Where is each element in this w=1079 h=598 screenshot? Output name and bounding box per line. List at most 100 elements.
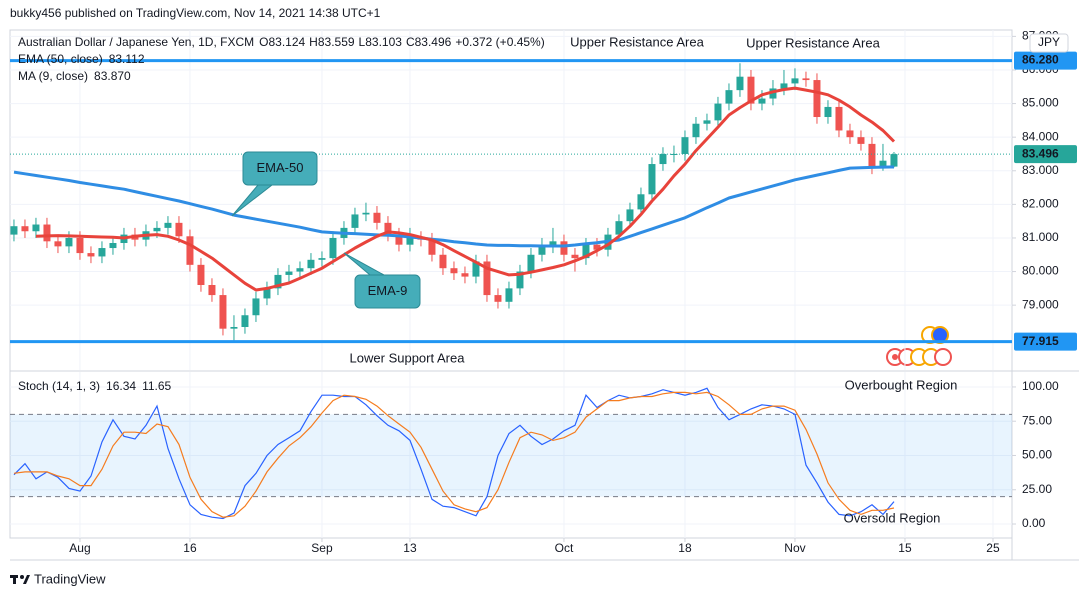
candle-body (879, 160, 887, 168)
candle-body (10, 226, 18, 235)
level-label: 86.280 (1022, 53, 1059, 67)
y-tick-label: 85.000 (1022, 96, 1059, 110)
candle-body (329, 237, 337, 259)
candle-body (505, 288, 513, 302)
y-tick-label: 83.000 (1022, 163, 1059, 177)
x-tick-label: Aug (69, 541, 90, 555)
y-tick-label: 84.000 (1022, 129, 1059, 143)
last-price-label: 83.496 (1022, 146, 1059, 160)
x-tick-label: Nov (784, 541, 805, 555)
candle-body (549, 241, 557, 247)
candle-body (384, 222, 392, 235)
callout-box (242, 151, 318, 186)
x-tick-label: 15 (898, 541, 912, 555)
candle-body (890, 154, 898, 167)
candle-body (527, 254, 535, 272)
candle-body (483, 261, 491, 296)
candle-body (219, 295, 227, 329)
candle-body (714, 103, 722, 121)
candle-body (230, 326, 238, 329)
logo-part (13, 575, 16, 584)
candle-body (538, 246, 546, 255)
callout-label: EMA-9 (368, 283, 408, 298)
candle-body (241, 315, 249, 327)
x-tick-label: 25 (986, 541, 1000, 555)
candle-body (32, 224, 40, 232)
candle-body (692, 123, 700, 138)
publisher: bukky456 published on TradingView.com, N… (10, 6, 381, 20)
legend-text: MA (9, close) (18, 69, 88, 83)
candle-body (362, 212, 370, 215)
candle-body (494, 295, 502, 302)
legend-text: C (406, 35, 415, 49)
annotation: Upper Resistance Area (746, 35, 880, 50)
legend-text: Stoch (14, 1, 3) (18, 379, 100, 393)
currency-box (1029, 33, 1069, 53)
candle-body (835, 106, 843, 131)
candle-body (439, 254, 447, 269)
candle-body (87, 253, 95, 257)
y-tick-label: 80.000 (1022, 264, 1059, 278)
candle-body (780, 83, 788, 89)
candle-body (274, 274, 282, 289)
legend-text: +0.372 (+0.45%) (455, 35, 544, 49)
candle-body (395, 234, 403, 245)
candle-body (824, 106, 832, 118)
y-tick-label: 50.00 (1022, 448, 1052, 462)
legend-text: 83.103 (365, 35, 402, 49)
candle-body (857, 137, 865, 144)
candle-body (648, 164, 656, 195)
candle-body (406, 237, 414, 245)
candle-body (175, 222, 183, 237)
candle-body (472, 261, 480, 277)
candle-body (516, 271, 524, 289)
level-label: 77.915 (1022, 334, 1059, 348)
candle-body (736, 76, 744, 91)
stoch-line (13, 391, 895, 518)
candle-body (791, 78, 799, 84)
x-tick-label: Sep (311, 541, 333, 555)
candle-body (373, 212, 381, 223)
candle-body (153, 227, 161, 232)
legend-text: Australian Dollar / Japanese Yen, 1D, FX… (18, 35, 254, 49)
candle-body (560, 241, 568, 255)
candle-body (747, 76, 755, 104)
legend-text: 83.496 (415, 35, 452, 49)
band-fill (10, 414, 1012, 497)
candle-body (725, 90, 733, 104)
candle-body (252, 298, 260, 316)
y-tick-label: 82.000 (1022, 197, 1059, 211)
legend-text: 83.559 (318, 35, 355, 49)
indicator-line (35, 86, 896, 292)
legend-text: L (359, 35, 366, 49)
candle-body (703, 120, 711, 124)
legend-text: 83.112 (109, 52, 145, 66)
callout-box (354, 274, 421, 309)
indicator-line (13, 165, 895, 248)
candle-body (626, 209, 634, 222)
legend-text: 11.65 (142, 379, 171, 393)
candle-body (21, 226, 29, 232)
stoch-line (13, 387, 895, 520)
x-tick-label: 13 (403, 541, 417, 555)
x-tick-label: 16 (183, 541, 197, 555)
callout-label: EMA-50 (257, 160, 304, 175)
annotation: Oversold Region (844, 510, 941, 525)
candle-body (98, 248, 106, 257)
candle-body (263, 288, 271, 299)
event-icon (934, 348, 952, 366)
candle-body (813, 80, 821, 118)
candle-body (868, 143, 876, 168)
y-tick-label: 25.00 (1022, 482, 1052, 496)
y-tick-label: 100.00 (1022, 379, 1059, 393)
event-icons (886, 326, 952, 366)
candle-body (681, 137, 689, 154)
annotation: Upper Resistance Area (570, 34, 704, 49)
candle-body (318, 258, 326, 260)
candle-body (285, 271, 293, 275)
candle-body (637, 194, 645, 210)
event-icon-dot (892, 354, 898, 360)
level-badge (1014, 51, 1077, 70)
logo-part (20, 575, 24, 579)
